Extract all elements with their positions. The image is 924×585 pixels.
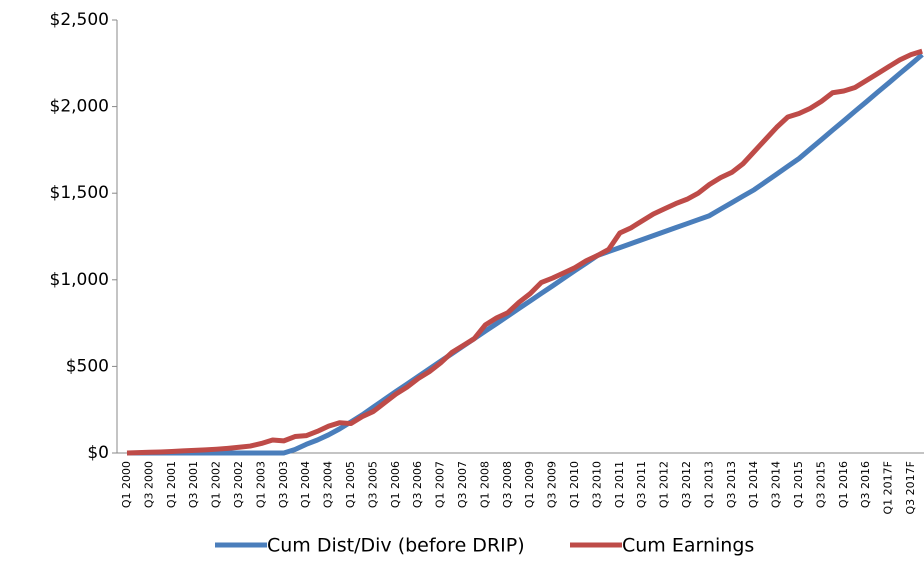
x-tick-label: Q3 2000: [142, 461, 155, 508]
x-tick-label: Q1 2009: [523, 461, 536, 508]
x-tick-label: Q1 2015: [792, 461, 805, 508]
series-line: [127, 52, 924, 456]
x-tick-label: Q3 2011: [635, 461, 648, 508]
x-tick-label: Q3 2007: [456, 461, 469, 508]
x-tick-label: Q1 2016: [837, 461, 850, 508]
x-tick-label: Q1 2002: [210, 461, 223, 508]
x-tick-label: Q3 2009: [546, 461, 559, 508]
x-tick-label: Q1 2000: [120, 461, 133, 508]
x-tick-label: Q1 2014: [747, 461, 760, 508]
x-tick-label: Q3 2010: [590, 461, 603, 508]
x-tick-label: Q3 2006: [411, 461, 424, 508]
x-tick-label: Q1 2011: [613, 461, 626, 508]
x-tick-label: Q3 2016: [859, 461, 872, 508]
x-tick-label: Q3 2002: [232, 461, 245, 508]
legend-label: Cum Earnings: [622, 535, 754, 557]
x-tick-label: Q1 2003: [254, 461, 267, 508]
x-tick-label: Q3 2013: [725, 461, 738, 508]
y-tick-label: $2,000: [50, 97, 109, 117]
x-tick-label: Q3 2017F: [904, 461, 917, 514]
x-tick-label: Q1 2008: [478, 461, 491, 508]
x-tick-label: Q1 2001: [165, 461, 178, 508]
x-tick-label: Q1 2007: [434, 461, 447, 508]
y-tick-label: $500: [66, 356, 109, 376]
y-tick-label: $1,000: [50, 270, 109, 290]
x-tick-label: Q1 2012: [658, 461, 671, 508]
y-tick-label: $1,500: [50, 183, 109, 203]
x-tick-label: Q1 2004: [299, 461, 312, 508]
x-tick-label: Q3 2014: [770, 461, 783, 508]
x-tick-label: Q3 2008: [501, 461, 514, 508]
y-tick-label: $0: [87, 443, 109, 463]
x-tick-label: Q3 2003: [277, 461, 290, 508]
x-tick-label: Q1 2010: [568, 461, 581, 508]
x-tick-label: Q3 2004: [322, 461, 335, 508]
x-tick-label: Q1 2006: [389, 461, 402, 508]
series-line: [126, 48, 923, 456]
x-tick-label: Q1 2017F: [882, 461, 895, 514]
legend-label: Cum Dist/Div (before DRIP): [267, 535, 525, 557]
y-tick-label: $2,500: [50, 10, 109, 30]
x-tick-label: Q3 2012: [680, 461, 693, 508]
x-tick-label: Q1 2005: [344, 461, 357, 508]
x-tick-label: Q1 2013: [702, 461, 715, 508]
x-tick-label: Q3 2001: [187, 461, 200, 508]
x-tick-label: Q3 2005: [366, 461, 379, 508]
x-tick-label: Q3 2015: [814, 461, 827, 508]
